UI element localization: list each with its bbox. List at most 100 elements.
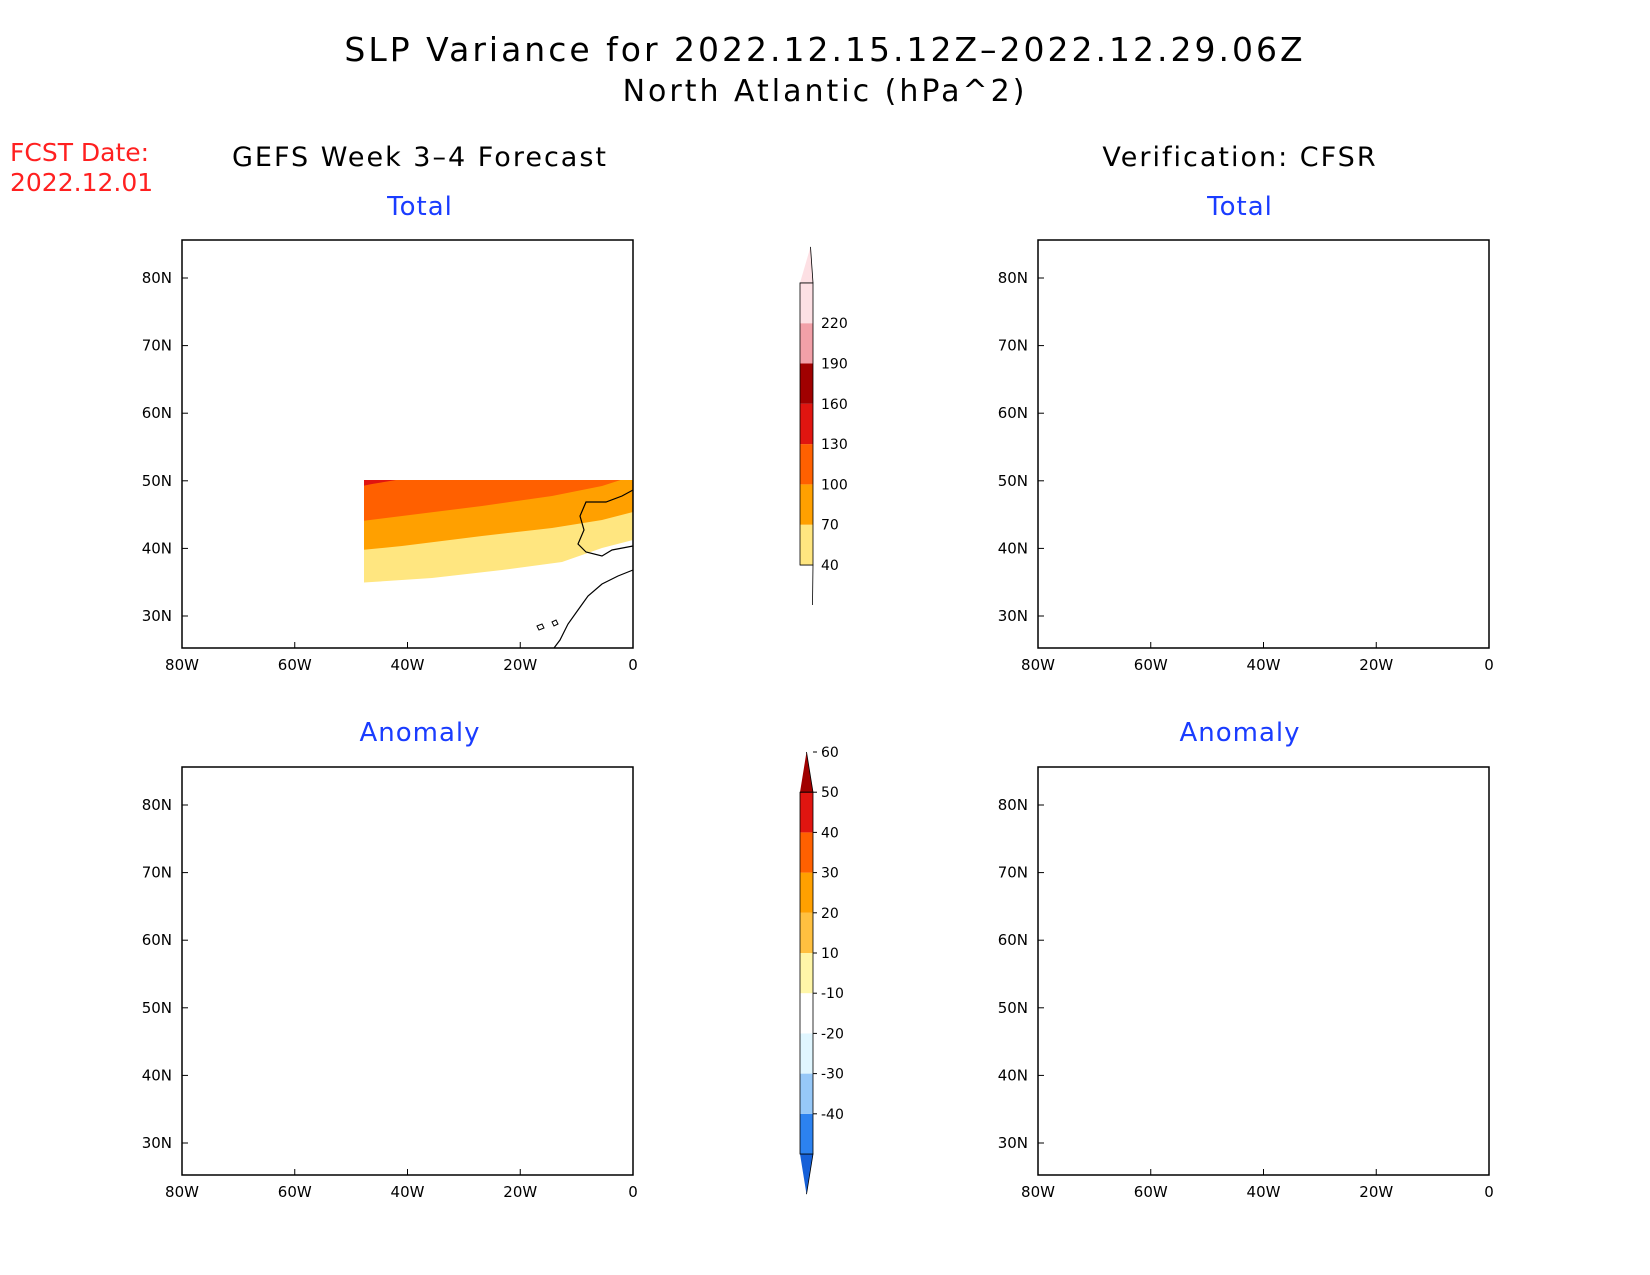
colorbar-segment — [800, 282, 813, 324]
map-verification-total: 80W 60W 40W 20W 0 30N 40N 50N 60N 70N 80N — [998, 239, 1494, 674]
map-frame — [181, 766, 634, 1176]
lon-tick-label: 60W — [1134, 1183, 1168, 1201]
colorbar-label: 50 — [821, 785, 839, 801]
colorbar-label: 160 — [821, 397, 848, 413]
colorbar-label: -30 — [821, 1067, 844, 1083]
lon-tick-label: 0 — [628, 1183, 638, 1201]
colorbar-segment — [800, 1113, 813, 1154]
colorbar-segment — [800, 912, 813, 953]
panel-title-verification-total: Total — [1207, 192, 1273, 222]
lat-tick-label: 50N — [142, 999, 172, 1017]
column-title-verification: Verification: CFSR — [1102, 142, 1378, 173]
lon-tick-label: 80W — [165, 656, 199, 674]
colorbar-segment — [800, 323, 813, 364]
lat-tick-label: 70N — [142, 337, 172, 355]
colorbar-segment — [800, 363, 813, 404]
lon-tick-label: 80W — [1021, 1183, 1055, 1201]
map-verification-anomaly: 80W 60W 40W 20W 0 30N 40N 50N 60N 70N 80N — [998, 766, 1494, 1201]
panel-title-forecast-total: Total — [387, 192, 453, 222]
lat-tick-label: 40N — [142, 1066, 172, 1084]
colorbar-segment — [800, 484, 813, 525]
colorbar-label: 70 — [821, 518, 839, 534]
colorbar-segment — [800, 1073, 813, 1114]
lat-tick-label: 60N — [142, 931, 172, 949]
colorbar-segment — [800, 403, 813, 445]
lon-tick-label: 40W — [391, 1183, 425, 1201]
lat-tick-label: 50N — [142, 472, 172, 490]
lat-tick-label: 30N — [142, 607, 172, 625]
lat-tick-label: 60N — [998, 404, 1028, 422]
axes-forecast-anomaly: 80W 60W 40W 20W 0 30N 40N 50N 60N 70N 80N — [142, 796, 638, 1201]
colorbar-label: 40 — [821, 825, 839, 841]
lat-tick-label: 60N — [998, 931, 1028, 949]
panel-title-forecast-anomaly: Anomaly — [359, 718, 481, 748]
colorbar-segment — [800, 993, 813, 1034]
panel-title-verification-anomaly: Anomaly — [1179, 718, 1301, 748]
map-frame — [1037, 239, 1490, 649]
lon-tick-label: 60W — [278, 1183, 312, 1201]
lat-tick-label: 70N — [142, 864, 172, 882]
lat-tick-label: 30N — [142, 1134, 172, 1152]
colorbar-segment — [800, 832, 813, 873]
colorbar-label: -40 — [821, 1107, 844, 1123]
colorbar-label: 30 — [821, 866, 839, 882]
colorbar-label: 130 — [821, 437, 848, 453]
lon-tick-label: 0 — [628, 656, 638, 674]
lon-tick-label: 40W — [1247, 1183, 1281, 1201]
subtitle: North Atlantic (hPa^2) — [622, 74, 1028, 109]
colorbar-label: -10 — [821, 986, 844, 1002]
colorbar-high-triangle — [800, 751, 814, 793]
colorbar-label: 10 — [821, 946, 839, 962]
lon-tick-label: 20W — [1359, 1183, 1393, 1201]
colorbar-label: 220 — [821, 316, 848, 332]
colorbar-low-triangle — [800, 1153, 814, 1195]
lon-tick-label: 80W — [1021, 656, 1055, 674]
lat-tick-label: 50N — [998, 472, 1028, 490]
colorbar-label: 190 — [821, 357, 848, 373]
fcst-date-value: 2022.12.01 — [10, 168, 154, 197]
lon-tick-label: 20W — [503, 656, 537, 674]
lat-tick-label: 60N — [142, 404, 172, 422]
lon-tick-label: 0 — [1484, 1183, 1494, 1201]
lat-tick-label: 50N — [998, 999, 1028, 1017]
lon-tick-label: 60W — [278, 656, 312, 674]
lon-tick-label: 40W — [1247, 656, 1281, 674]
colorbar-segment — [800, 872, 813, 913]
lon-tick-label: 60W — [1134, 656, 1168, 674]
lat-tick-label: 40N — [142, 539, 172, 557]
lon-tick-label: 20W — [503, 1183, 537, 1201]
colorbar-anomaly: -40 -30 -20 -10 10 20 30 40 50 60 — [799, 745, 844, 1195]
main-title: SLP Variance for 2022.12.15.12Z–2022.12.… — [344, 30, 1306, 69]
colorbar-label: 100 — [821, 477, 848, 493]
colorbar-label: 40 — [821, 558, 839, 574]
colorbar-total: 40 70 100 130 160 190 220 — [799, 246, 848, 606]
axes-verification-total: 80W 60W 40W 20W 0 30N 40N 50N 60N 70N 80N — [998, 269, 1494, 674]
colorbar-label: 20 — [821, 906, 839, 922]
lat-tick-label: 80N — [142, 269, 172, 287]
axes-verification-anomaly: 80W 60W 40W 20W 0 30N 40N 50N 60N 70N 80N — [998, 796, 1494, 1201]
colorbar-segment — [800, 444, 813, 485]
map-forecast-anomaly: 80W 60W 40W 20W 0 30N 40N 50N 60N 70N 80N — [142, 766, 638, 1201]
lon-tick-label: 20W — [1359, 656, 1393, 674]
lat-tick-label: 40N — [998, 1066, 1028, 1084]
lon-tick-label: 0 — [1484, 656, 1494, 674]
lat-tick-label: 80N — [142, 796, 172, 814]
colorbar-label: 60 — [821, 745, 839, 761]
map-frame — [1037, 766, 1490, 1176]
lat-tick-label: 30N — [998, 1134, 1028, 1152]
lon-tick-label: 40W — [391, 656, 425, 674]
lon-tick-label: 80W — [165, 1183, 199, 1201]
lat-tick-label: 80N — [998, 796, 1028, 814]
map-forecast-total: 80W 60W 40W 20W 0 30N 40N 50N 60N 70N 80N — [142, 239, 638, 674]
colorbar-segment — [800, 524, 813, 565]
lat-tick-label: 40N — [998, 539, 1028, 557]
lat-tick-label: 80N — [998, 269, 1028, 287]
lat-tick-label: 30N — [998, 607, 1028, 625]
colorbar-segment — [800, 1033, 813, 1074]
column-title-forecast: GEFS Week 3–4 Forecast — [231, 142, 608, 173]
lat-tick-label: 70N — [998, 337, 1028, 355]
colorbar-label: -20 — [821, 1026, 844, 1042]
axes-forecast-total: 80W 60W 40W 20W 0 30N 40N 50N 60N 70N 80N — [142, 269, 638, 674]
colorbar-segment — [800, 953, 813, 994]
fcst-date-label: FCST Date: — [10, 138, 150, 167]
